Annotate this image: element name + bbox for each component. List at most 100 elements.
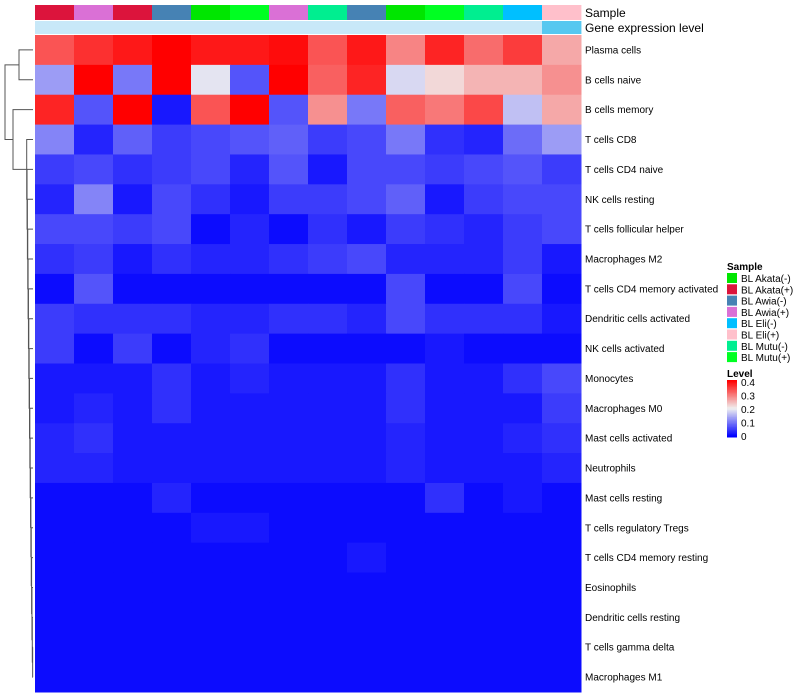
heatmap-cell: [74, 632, 114, 663]
row-label: T cells CD4 memory resting: [585, 553, 708, 564]
heatmap-cell: [386, 632, 426, 663]
legend-label: BL Awia(+): [741, 308, 789, 319]
heatmap-cell: [35, 602, 75, 633]
heatmap-cell: [347, 35, 387, 66]
legend-label: BL Akata(-): [741, 274, 791, 285]
heatmap-cell: [35, 303, 75, 335]
heatmap-cell: [74, 154, 114, 185]
heatmap-cells: [35, 35, 582, 693]
colorbar-step: [727, 431, 737, 434]
heatmap-cell: [269, 542, 309, 574]
heatmap-cell: [152, 363, 192, 394]
heatmap-cell: [425, 662, 465, 693]
heatmap-cell: [35, 35, 75, 66]
heatmap-cell: [191, 214, 231, 245]
heatmap-cell: [503, 124, 543, 155]
heatmap-cell: [269, 363, 309, 394]
heatmap-cell: [386, 363, 426, 394]
heatmap-cell: [503, 154, 543, 185]
legend-swatch: [727, 306, 737, 317]
heatmap-cell: [230, 393, 270, 424]
heatmap-cell: [386, 35, 426, 66]
heatmap-cell: [347, 333, 387, 364]
heatmap-cell: [230, 542, 270, 574]
heatmap-cell: [386, 214, 426, 245]
heatmap-cell: [464, 333, 504, 364]
heatmap-cell: [386, 154, 426, 185]
heatmap-cell: [74, 542, 114, 574]
heatmap-cell: [503, 244, 543, 275]
row-label: Macrophages M2: [585, 254, 663, 265]
row-label: T cells regulatory Tregs: [585, 523, 689, 534]
row-label: Macrophages M1: [585, 673, 663, 684]
legend-swatch: [727, 329, 737, 340]
heatmap-cell: [308, 423, 348, 454]
heatmap-cell: [74, 572, 114, 603]
colorbar-step: [727, 384, 737, 387]
heatmap-cell: [308, 393, 348, 424]
expression-track-cell: [230, 21, 270, 34]
heatmap-cell: [503, 64, 543, 96]
row-label: T cells gamma delta: [585, 643, 675, 654]
colorbar-step: [727, 399, 737, 402]
heatmap-cell: [308, 244, 348, 275]
heatmap-cell: [308, 273, 348, 305]
heatmap-cell: [386, 423, 426, 454]
heatmap-cell: [503, 214, 543, 245]
row-label: B cells memory: [585, 105, 653, 116]
heatmap-cell: [464, 363, 504, 394]
row-label: Eosinophils: [585, 583, 636, 594]
heatmap-cell: [464, 303, 504, 335]
heatmap-cell: [542, 124, 582, 155]
heatmap-cell: [425, 124, 465, 155]
expression-track-cell: [347, 21, 387, 34]
heatmap-cell: [74, 602, 114, 633]
row-label: NK cells resting: [585, 195, 654, 206]
heatmap-cell: [542, 453, 582, 484]
heatmap-cell: [308, 602, 348, 633]
heatmap-cell: [386, 184, 426, 215]
colorbar-step: [727, 382, 737, 385]
heatmap-cell: [230, 423, 270, 454]
heatmap-cell: [464, 423, 504, 454]
row-labels: Plasma cells B cells naive B cells memory T…: [585, 45, 718, 683]
heatmap-cell: [152, 453, 192, 484]
legend-swatch: [727, 273, 737, 283]
heatmap-cell: [269, 303, 309, 335]
heatmap-cell: [386, 94, 426, 126]
heatmap-cell: [230, 333, 270, 364]
heatmap-cell: [386, 662, 426, 693]
heatmap-cell: [308, 184, 348, 215]
colorbar-step: [727, 385, 737, 388]
heatmap-cell: [113, 602, 153, 633]
heatmap-cell: [464, 273, 504, 305]
sample-track-cell: [503, 5, 543, 20]
heatmap-cell: [152, 482, 192, 514]
heatmap-cell: [191, 662, 231, 693]
heatmap-cell: [542, 423, 582, 454]
expression-track-cell: [425, 21, 465, 34]
heatmap-cell: [74, 244, 114, 275]
heatmap-cell: [542, 333, 582, 364]
heatmap-cell: [308, 482, 348, 514]
heatmap-cell: [386, 572, 426, 603]
expression-track-cell: [74, 21, 114, 34]
dendrogram-branch: [18, 49, 33, 81]
heatmap-cell: [542, 303, 582, 335]
heatmap-cell: [347, 602, 387, 633]
colorbar-step: [727, 417, 737, 419]
heatmap-cell: [152, 124, 192, 155]
heatmap-cell: [35, 184, 75, 215]
heatmap-cell: [113, 632, 153, 663]
expression-track-cell: [113, 21, 153, 34]
heatmap-cell: [425, 363, 465, 394]
heatmap-cell: [191, 393, 231, 424]
heatmap-cell: [35, 662, 75, 693]
heatmap-cell: [35, 482, 75, 514]
heatmap-cell: [503, 363, 543, 394]
heatmap-cell: [191, 64, 231, 96]
heatmap-cell: [347, 482, 387, 514]
heatmap-cell: [269, 393, 309, 424]
heatmap-cell: [347, 64, 387, 96]
row-label: Mast cells resting: [585, 493, 662, 504]
